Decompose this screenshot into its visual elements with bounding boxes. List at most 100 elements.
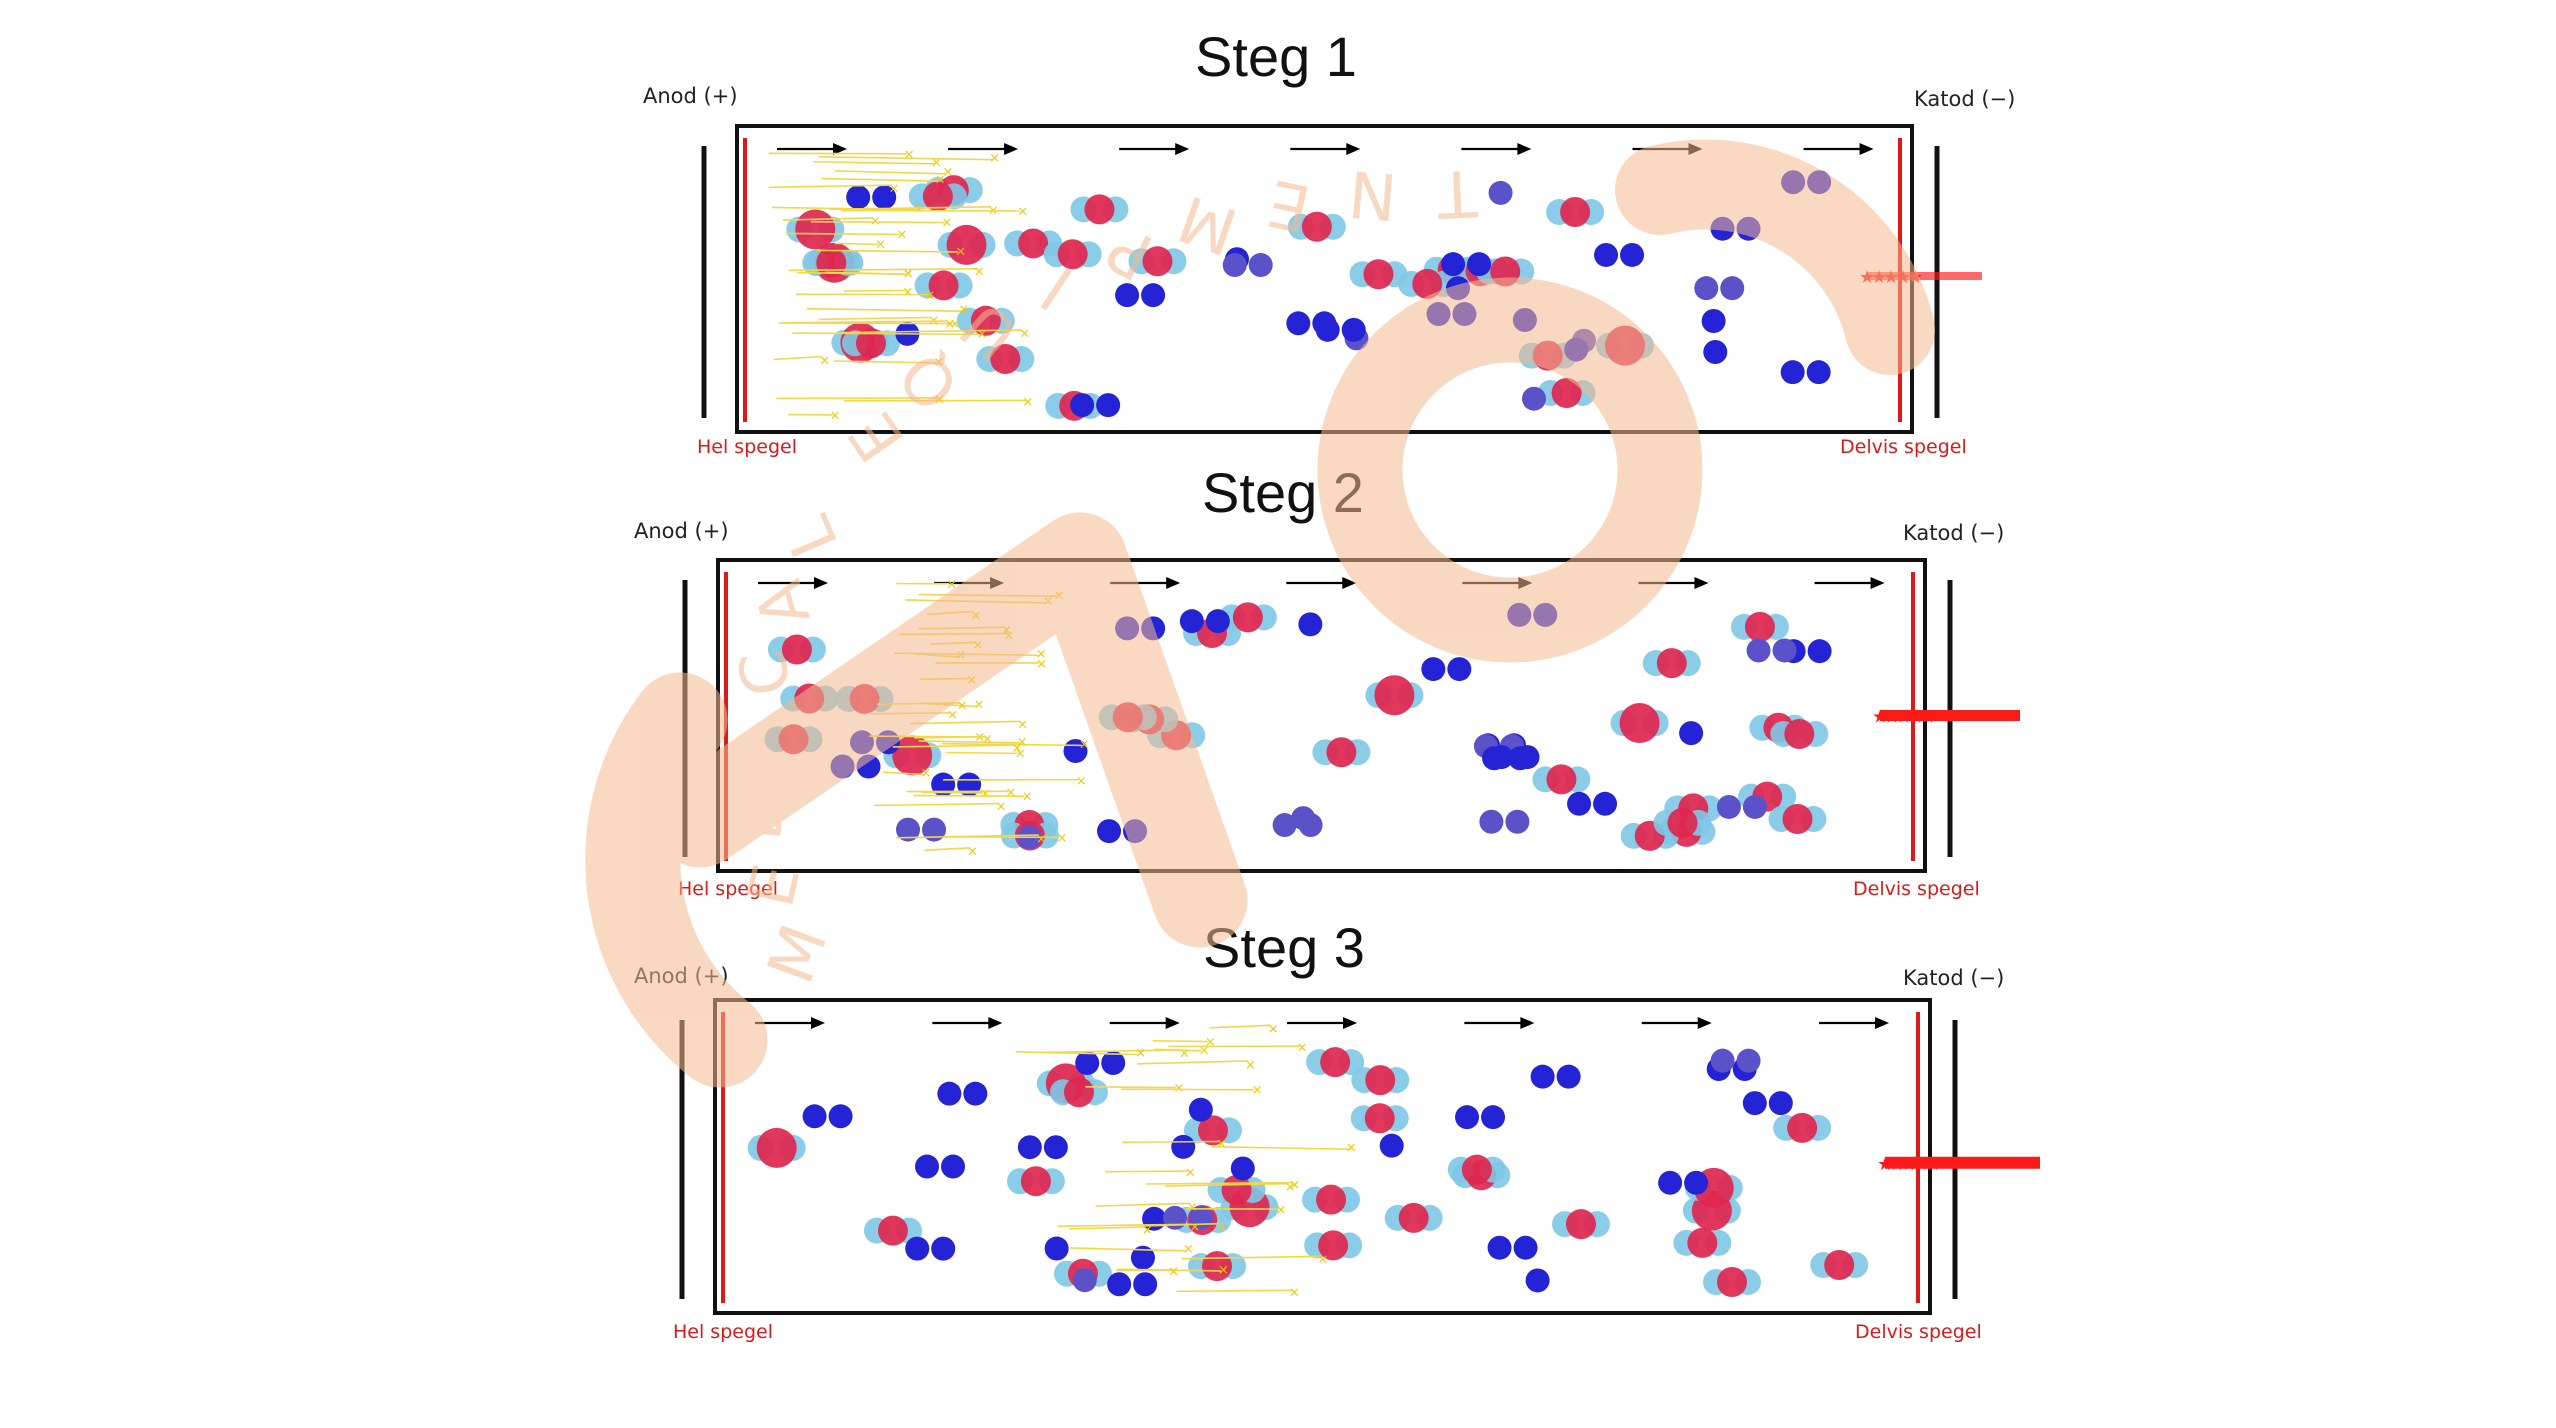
photon-trail bbox=[924, 847, 971, 852]
ion-dot bbox=[1455, 1105, 1480, 1130]
molecule-core bbox=[1461, 1154, 1492, 1185]
photon-trail bbox=[819, 316, 932, 321]
ion-dot bbox=[828, 1104, 853, 1129]
ion-dot bbox=[1043, 1135, 1068, 1160]
ion-dot bbox=[1594, 242, 1619, 267]
photon-marker: × bbox=[924, 288, 935, 303]
photon-marker: × bbox=[830, 409, 841, 424]
molecule-core bbox=[1824, 1249, 1855, 1280]
photon-marker: × bbox=[967, 844, 978, 859]
ion-dot bbox=[1188, 1097, 1213, 1122]
molecule-core bbox=[1784, 718, 1815, 749]
ion-dot bbox=[1107, 1272, 1132, 1297]
molecule-core bbox=[1565, 1209, 1596, 1240]
photon-marker: × bbox=[896, 227, 907, 242]
ion-dot bbox=[1070, 393, 1095, 418]
photon-marker: × bbox=[1185, 1166, 1196, 1181]
photon-trail bbox=[922, 791, 983, 794]
ion-dot bbox=[872, 185, 897, 210]
photon-marker: × bbox=[875, 237, 886, 252]
ion-dot bbox=[931, 1236, 956, 1261]
watermark-letter: L bbox=[771, 505, 853, 567]
ion-dot bbox=[931, 772, 956, 797]
photon-trail bbox=[792, 332, 980, 336]
flow-arrowhead bbox=[1694, 577, 1709, 589]
ion-dot bbox=[915, 1154, 940, 1179]
photon-marker: × bbox=[980, 786, 991, 801]
ion-dot bbox=[1248, 253, 1273, 278]
flow-arrowhead bbox=[1517, 143, 1532, 155]
step-1-anode-label: Anod (+) bbox=[643, 84, 738, 108]
photon-marker: × bbox=[974, 698, 985, 713]
photon-marker: × bbox=[1276, 1203, 1287, 1218]
flow-arrowhead bbox=[1859, 143, 1874, 155]
molecule-core bbox=[922, 181, 953, 212]
photon-trail bbox=[1085, 1086, 1177, 1089]
molecule-core bbox=[1656, 648, 1687, 679]
ion-dot bbox=[1171, 1134, 1196, 1159]
ion-dot bbox=[1593, 791, 1618, 816]
panel-step-3: Steg 3 Anod (+) Katod (−) Hel spegel Del… bbox=[634, 916, 2040, 1343]
laser-star: ★ bbox=[1872, 707, 1888, 728]
ion-dot bbox=[1479, 809, 1504, 834]
step-1-tube: ××××××××××××××××××××××××××××××★★★★★ bbox=[701, 124, 1982, 434]
watermark-letter: N bbox=[1346, 155, 1400, 233]
ion-dot bbox=[1272, 813, 1297, 838]
laser-star: ★ bbox=[1889, 1154, 1905, 1175]
molecule-core bbox=[1197, 1115, 1228, 1146]
ion-dot bbox=[1379, 1133, 1404, 1158]
photon-trail bbox=[918, 740, 1020, 744]
photon-marker: × bbox=[1022, 395, 1033, 410]
molecule-core bbox=[1782, 804, 1813, 835]
watermark-letter: M bbox=[754, 916, 842, 993]
molecule-core bbox=[1560, 197, 1591, 228]
flow-arrowhead bbox=[988, 1017, 1003, 1029]
step-2-partial-mirror-label: Delvis spegel bbox=[1853, 878, 1980, 900]
molecule-core bbox=[946, 224, 987, 265]
photon-marker: × bbox=[1173, 1081, 1184, 1096]
step-3-tube: ××××××××××××××××××××××××★★★★★ bbox=[679, 998, 2040, 1315]
photon-trail bbox=[783, 320, 948, 324]
photon-trail bbox=[834, 242, 879, 246]
ion-dot bbox=[963, 1081, 988, 1106]
logo-stroke bbox=[585, 672, 768, 1088]
photon-marker: × bbox=[947, 708, 958, 723]
photon-trail bbox=[1015, 1050, 1139, 1056]
photon-marker: × bbox=[958, 303, 969, 318]
watermark-letter: A bbox=[742, 572, 825, 635]
photon-marker: × bbox=[1015, 747, 1026, 762]
photon-marker: × bbox=[1017, 735, 1028, 750]
photon-marker: × bbox=[1168, 1264, 1179, 1279]
panel-step-1: Steg 1 Anod (+) Katod (−) Hel spegel Del… bbox=[643, 25, 2015, 458]
photon-marker: × bbox=[819, 353, 830, 368]
photon-trail bbox=[1095, 1202, 1190, 1207]
photon-trail bbox=[945, 751, 1018, 755]
photon-marker: × bbox=[946, 578, 957, 593]
photon-marker: × bbox=[903, 266, 914, 281]
photon-marker: × bbox=[941, 216, 952, 231]
flow-arrowhead bbox=[1870, 577, 1885, 589]
molecule-core bbox=[1318, 1230, 1349, 1261]
ion-dot bbox=[1230, 1156, 1255, 1181]
molecule-core bbox=[1365, 1065, 1396, 1096]
photon-marker: × bbox=[913, 201, 924, 216]
photon-marker: × bbox=[955, 244, 966, 259]
molecule-core bbox=[795, 209, 836, 250]
step-1-title: Steg 1 bbox=[1195, 25, 1357, 88]
logo-stroke bbox=[652, 512, 1248, 948]
photon-trail bbox=[1146, 1181, 1293, 1185]
photon-marker: × bbox=[1289, 1178, 1300, 1193]
step-2-full-mirror-label: Hel spegel bbox=[678, 878, 778, 900]
photon-marker: × bbox=[989, 151, 1000, 166]
photon-trail bbox=[914, 735, 985, 739]
ion-dot bbox=[1130, 1245, 1155, 1270]
ion-dot bbox=[802, 1104, 827, 1129]
photon-marker: × bbox=[1056, 831, 1067, 846]
photon-marker: × bbox=[1036, 657, 1047, 672]
molecule-core bbox=[1316, 1184, 1347, 1215]
molecule-core bbox=[1020, 1166, 1051, 1197]
ion-dot bbox=[1742, 794, 1767, 819]
ion-dot bbox=[1044, 1236, 1069, 1261]
photon-marker: × bbox=[935, 173, 946, 188]
